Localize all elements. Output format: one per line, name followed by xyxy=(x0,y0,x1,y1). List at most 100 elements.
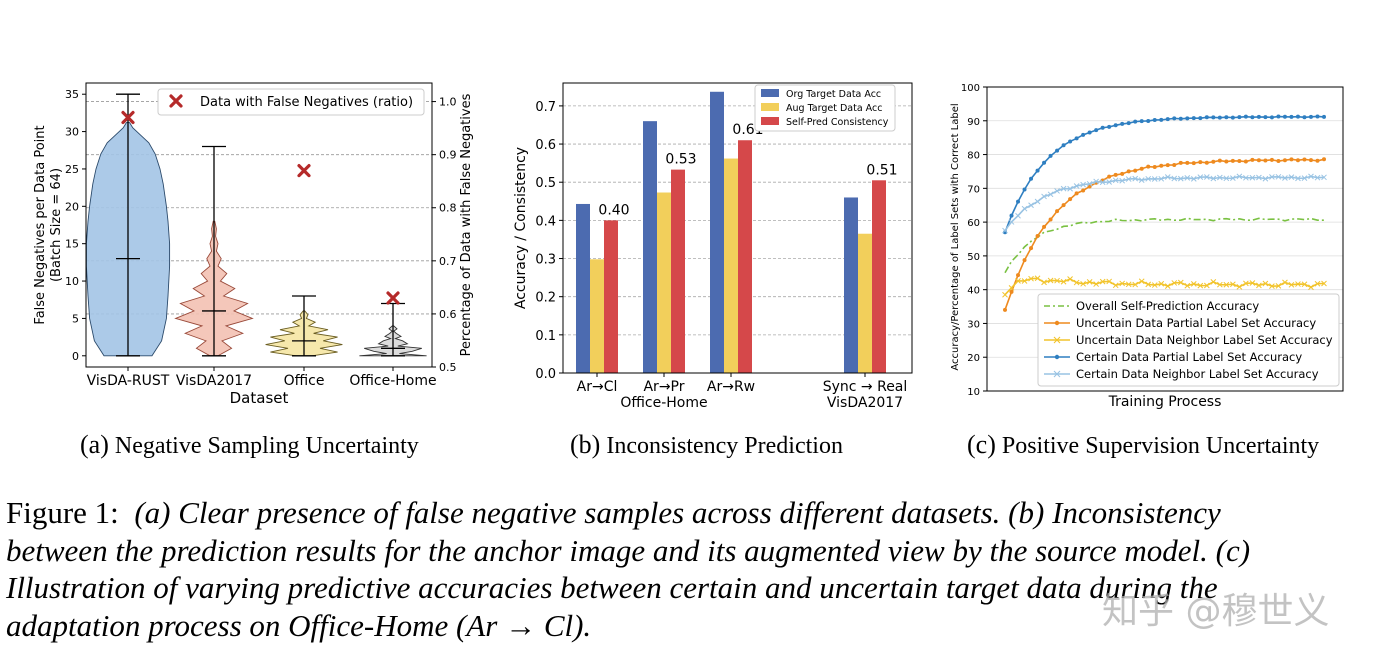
y-tick-label: 0.3 xyxy=(535,253,556,268)
series-point xyxy=(1322,157,1326,162)
series-point xyxy=(1177,279,1184,286)
legend: Org Target Data Acc Aug Target Data Acc Se… xyxy=(754,84,896,132)
series-point xyxy=(1054,277,1060,284)
series-point xyxy=(1113,123,1118,128)
y-tick-label: 30 xyxy=(967,319,980,330)
y-tick-label: 20 xyxy=(967,353,980,364)
series-point xyxy=(1321,280,1327,287)
series-point xyxy=(1093,178,1099,185)
series-point xyxy=(1159,163,1164,168)
series-point xyxy=(1081,132,1086,137)
series-point xyxy=(1190,281,1197,287)
series-point xyxy=(1003,307,1007,312)
series-point xyxy=(1100,125,1105,130)
series-point xyxy=(1263,158,1268,163)
series-point xyxy=(1067,185,1073,192)
series-point xyxy=(1073,183,1080,189)
series-point xyxy=(1133,119,1138,124)
series-point xyxy=(1151,282,1158,288)
legend-label: Org Target Data Acc xyxy=(786,89,881,100)
series-point xyxy=(1204,160,1209,165)
series-point xyxy=(1216,281,1223,288)
panel-b-caption-text: Inconsistency Prediction xyxy=(606,433,843,459)
series-point xyxy=(1301,175,1308,181)
y-right-axis-label: Percentage of Data with False Negatives xyxy=(459,93,474,356)
series-point xyxy=(1008,219,1015,225)
series-point xyxy=(1035,234,1040,239)
series-point xyxy=(1210,175,1217,182)
bar-self-pred-consistency xyxy=(872,180,886,373)
series-point xyxy=(1087,130,1092,135)
series-point xyxy=(1029,176,1034,181)
series-point xyxy=(1074,136,1079,141)
series-point xyxy=(1099,278,1106,285)
series-point xyxy=(1042,224,1047,229)
series-point xyxy=(1198,160,1203,165)
series-point xyxy=(1256,174,1262,181)
series-point xyxy=(1112,282,1119,289)
series-point xyxy=(1314,174,1321,181)
series-point xyxy=(1086,279,1093,285)
panel-c-label: (c) xyxy=(967,430,996,459)
y-tick-label: 15 xyxy=(65,238,79,251)
series-point xyxy=(1295,281,1301,287)
series-point xyxy=(1289,114,1294,119)
series-point xyxy=(1237,159,1242,164)
y-axis-label-line2: (Batch Size = 64) xyxy=(49,168,64,282)
series-point xyxy=(1269,283,1275,289)
series-point xyxy=(1022,187,1027,192)
series-point xyxy=(1074,191,1079,196)
panel-c-caption-text: Positive Supervision Uncertainty xyxy=(1001,433,1320,459)
series-point xyxy=(1302,157,1307,162)
series-point xyxy=(1055,209,1060,214)
series-point xyxy=(1016,273,1021,278)
series-point xyxy=(1178,160,1183,165)
x-tick-label: Office xyxy=(284,373,325,389)
series-point xyxy=(1016,199,1021,204)
inconsistency-bar-chart: 0.400.530.610.510.00.10.20.30.40.50.60.7… xyxy=(513,82,913,411)
series-point xyxy=(1080,181,1086,188)
x-axis-label: Training Process xyxy=(1108,394,1222,410)
y-tick-label: 90 xyxy=(967,117,980,128)
x-tick-label: Office-Home xyxy=(349,373,436,389)
series-point xyxy=(1047,191,1054,198)
legend-marker xyxy=(1053,370,1061,378)
x-group-label: Office-Home xyxy=(620,395,707,411)
series-point xyxy=(1139,119,1144,124)
series-point xyxy=(1029,246,1034,251)
series-point xyxy=(1203,174,1210,180)
panel-a-label: (a) xyxy=(80,430,109,459)
series-point xyxy=(1256,282,1262,289)
y-tick-label: 0.1 xyxy=(535,329,556,344)
legend-label: Overall Self-Prediction Accuracy xyxy=(1076,299,1259,313)
series-point xyxy=(1107,124,1112,129)
panel-b-caption: (b) Inconsistency Prediction xyxy=(570,430,843,460)
legend-swatch xyxy=(761,89,779,97)
series-point xyxy=(1021,205,1028,212)
series-point xyxy=(1094,128,1099,133)
series-point xyxy=(1250,157,1255,162)
series-point xyxy=(1126,169,1131,174)
series-point xyxy=(1288,174,1295,180)
series-point xyxy=(1177,175,1184,182)
series-point xyxy=(1197,174,1204,181)
series-point xyxy=(1289,157,1294,162)
y-tick-label: 10 xyxy=(65,275,79,288)
bar-value-label: 0.40 xyxy=(598,202,629,218)
series-point xyxy=(1249,280,1256,286)
series-point xyxy=(1295,158,1300,163)
false-negative-ratio-marker xyxy=(297,163,311,178)
series-point xyxy=(1210,279,1217,285)
legend-swatch xyxy=(761,103,779,111)
series-point xyxy=(1230,175,1236,181)
series-point xyxy=(1068,197,1073,202)
series-point xyxy=(1041,193,1047,200)
legend-box xyxy=(157,88,425,116)
series-point xyxy=(1146,164,1151,169)
series-point xyxy=(1021,278,1028,284)
series-point xyxy=(1269,115,1274,120)
x-tick-label: VisDA2017 xyxy=(176,373,252,389)
y-tick-label: 25 xyxy=(65,163,79,176)
series-point xyxy=(1060,278,1067,285)
figure-number: Figure 1: xyxy=(6,495,119,530)
